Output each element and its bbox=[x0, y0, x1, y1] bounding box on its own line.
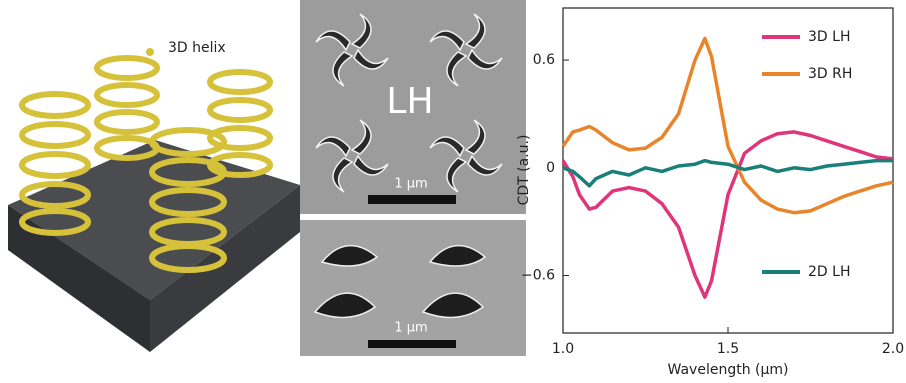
figure: 3D helix LH 1 μm 1 μm Wavelength (μm) CD… bbox=[0, 0, 906, 383]
y-axis-label: CDT (a.u.) bbox=[516, 135, 532, 206]
series-line bbox=[563, 161, 893, 186]
helix-label: 3D helix bbox=[168, 40, 226, 56]
scale-label: 1 μm bbox=[394, 177, 427, 192]
legend-label: 3D RH bbox=[808, 66, 852, 82]
sem-label: LH bbox=[386, 81, 433, 122]
y-tick-label: 0 bbox=[546, 160, 555, 176]
y-tick-label: 0.6 bbox=[533, 52, 555, 68]
sem-top: LH 1 μm bbox=[300, 0, 526, 214]
scale-label: 1 μm bbox=[394, 321, 427, 336]
helix-illustration: 3D helix bbox=[8, 40, 300, 352]
legend-label: 3D LH bbox=[808, 29, 850, 45]
line-chart: Wavelength (μm) CDT (a.u.) −0.6 0 0.6 1.0 1.… bbox=[516, 8, 904, 378]
x-axis-label: Wavelength (μm) bbox=[668, 362, 789, 378]
x-tick-label: 1.5 bbox=[717, 341, 739, 357]
y-tick-label: −0.6 bbox=[521, 268, 555, 284]
legend-label: 2D LH bbox=[808, 264, 850, 280]
x-tick-label: 2.0 bbox=[882, 341, 904, 357]
series-line bbox=[563, 39, 893, 213]
x-tick-label: 1.0 bbox=[552, 341, 574, 357]
sem-bottom: 1 μm bbox=[300, 220, 526, 356]
